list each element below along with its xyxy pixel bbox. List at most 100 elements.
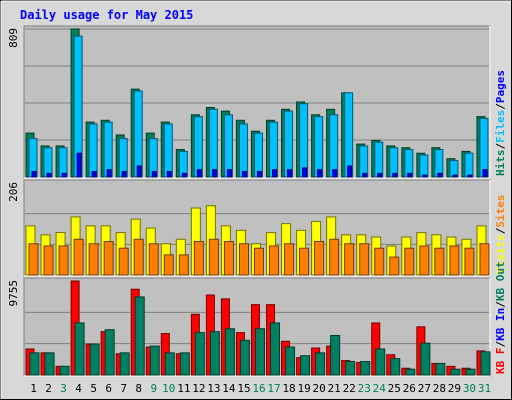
bar-files — [223, 114, 233, 178]
bar-kbout — [44, 352, 55, 376]
legend-bottom: KB F/KB In/KB Out — [494, 261, 507, 374]
bar-sites — [58, 245, 69, 276]
bar-files — [238, 123, 248, 178]
bar-sites — [163, 254, 174, 276]
bar-files — [374, 141, 384, 178]
bar-kbout — [164, 352, 175, 376]
x-tick-label: 2 — [45, 382, 52, 395]
x-tick-label: 1 — [30, 382, 37, 395]
legend-entry: / — [494, 103, 507, 110]
bar-sites — [208, 238, 219, 276]
bar-sites — [479, 243, 490, 276]
bar-pages — [61, 172, 67, 178]
bar-sites — [314, 241, 325, 276]
bar-kbout — [254, 328, 265, 376]
bar-pages — [482, 169, 488, 178]
y-max-label-middle: 206 — [7, 182, 20, 202]
bar-files — [464, 152, 474, 178]
bar-files — [133, 90, 143, 178]
legend-top: Hits/Files/Pages — [494, 70, 507, 176]
x-tick-label: 5 — [90, 382, 97, 395]
legend-entry: Visits — [494, 234, 507, 274]
bar-files — [419, 154, 429, 178]
bar-pages — [347, 165, 353, 178]
bar-sites — [103, 241, 114, 276]
bar-kbout — [315, 352, 326, 376]
bar-files — [449, 160, 459, 178]
bar-pages — [106, 169, 112, 178]
bar-kbout — [285, 346, 296, 376]
x-tick-label: 26 — [403, 382, 416, 395]
bar-kbout — [119, 352, 130, 376]
x-tick-label: 4 — [75, 382, 82, 395]
x-tick-label: 9 — [150, 382, 157, 395]
bar-files — [43, 147, 53, 178]
bar-pages — [377, 172, 383, 178]
bar-sites — [193, 241, 204, 276]
bar-files — [269, 121, 279, 178]
bar-pages — [317, 169, 323, 178]
x-tick-label: 6 — [105, 382, 112, 395]
x-tick-label: 20 — [313, 382, 326, 395]
bar-files — [103, 121, 113, 178]
x-tick-label: 29 — [448, 382, 461, 395]
legend-entry: Files — [494, 110, 507, 143]
x-tick-label: 17 — [267, 382, 280, 395]
bar-sites — [88, 243, 99, 276]
x-tick-label: 27 — [418, 382, 431, 395]
x-tick-label: 23 — [358, 382, 371, 395]
bar-sites — [178, 254, 189, 276]
x-tick-label: 18 — [282, 382, 295, 395]
bar-pages — [256, 171, 262, 178]
legend-entry: Pages — [494, 70, 507, 103]
bar-sites — [73, 238, 84, 276]
bar-files — [284, 110, 294, 178]
bar-sites — [359, 243, 370, 276]
bar-pages — [452, 174, 458, 178]
x-tick-label: 14 — [222, 382, 236, 395]
bar-pages — [332, 169, 338, 178]
bar-files — [479, 117, 489, 178]
bar-sites — [449, 245, 460, 276]
bar-sites — [344, 243, 355, 276]
legend-entry: / — [494, 341, 507, 348]
bar-pages — [226, 169, 232, 178]
bar-kbout — [104, 329, 115, 376]
bar-kbout — [209, 331, 220, 376]
bar-kbout — [405, 368, 416, 376]
x-axis-labels: 1 2 3 4 5 6 7 8 9 10 11 12 13 14 15 16 17 18 19 20 21 22 23 24 2… — [30, 382, 491, 395]
x-tick-label: 21 — [328, 382, 341, 395]
x-tick-label: 30 — [463, 382, 476, 395]
bar-pages — [76, 152, 82, 178]
bar-sites — [434, 247, 445, 276]
bar-kbout — [149, 345, 160, 376]
bar-sites — [389, 256, 400, 276]
x-tick-label: 25 — [388, 382, 401, 395]
bar-kbout — [420, 342, 431, 376]
bar-pages — [46, 172, 52, 178]
bar-pages — [166, 171, 172, 178]
bar-sites — [329, 238, 340, 276]
legend-entry: KB Out — [494, 261, 507, 301]
bar-kbout — [450, 368, 461, 376]
bar-sites — [404, 247, 415, 276]
legend-entry: KB In — [494, 308, 507, 341]
y-max-label-bottom: 9755 — [7, 280, 20, 307]
bar-pages — [136, 165, 142, 178]
legend-entry: / — [494, 301, 507, 308]
bar-kbout — [375, 348, 386, 376]
bar-pages — [121, 171, 127, 178]
bar-kbout — [74, 322, 85, 376]
bar-kbout — [360, 361, 371, 376]
bar-kbout — [480, 351, 491, 376]
bar-kbout — [390, 358, 401, 376]
bar-files — [193, 116, 203, 178]
bar-kbout — [89, 343, 100, 376]
bar-pages — [151, 171, 157, 178]
bar-pages — [392, 172, 398, 178]
bar-files — [208, 108, 218, 178]
legend-entry: KB F — [494, 348, 507, 375]
bar-kbout — [194, 332, 205, 376]
bar-kbout — [239, 339, 250, 376]
